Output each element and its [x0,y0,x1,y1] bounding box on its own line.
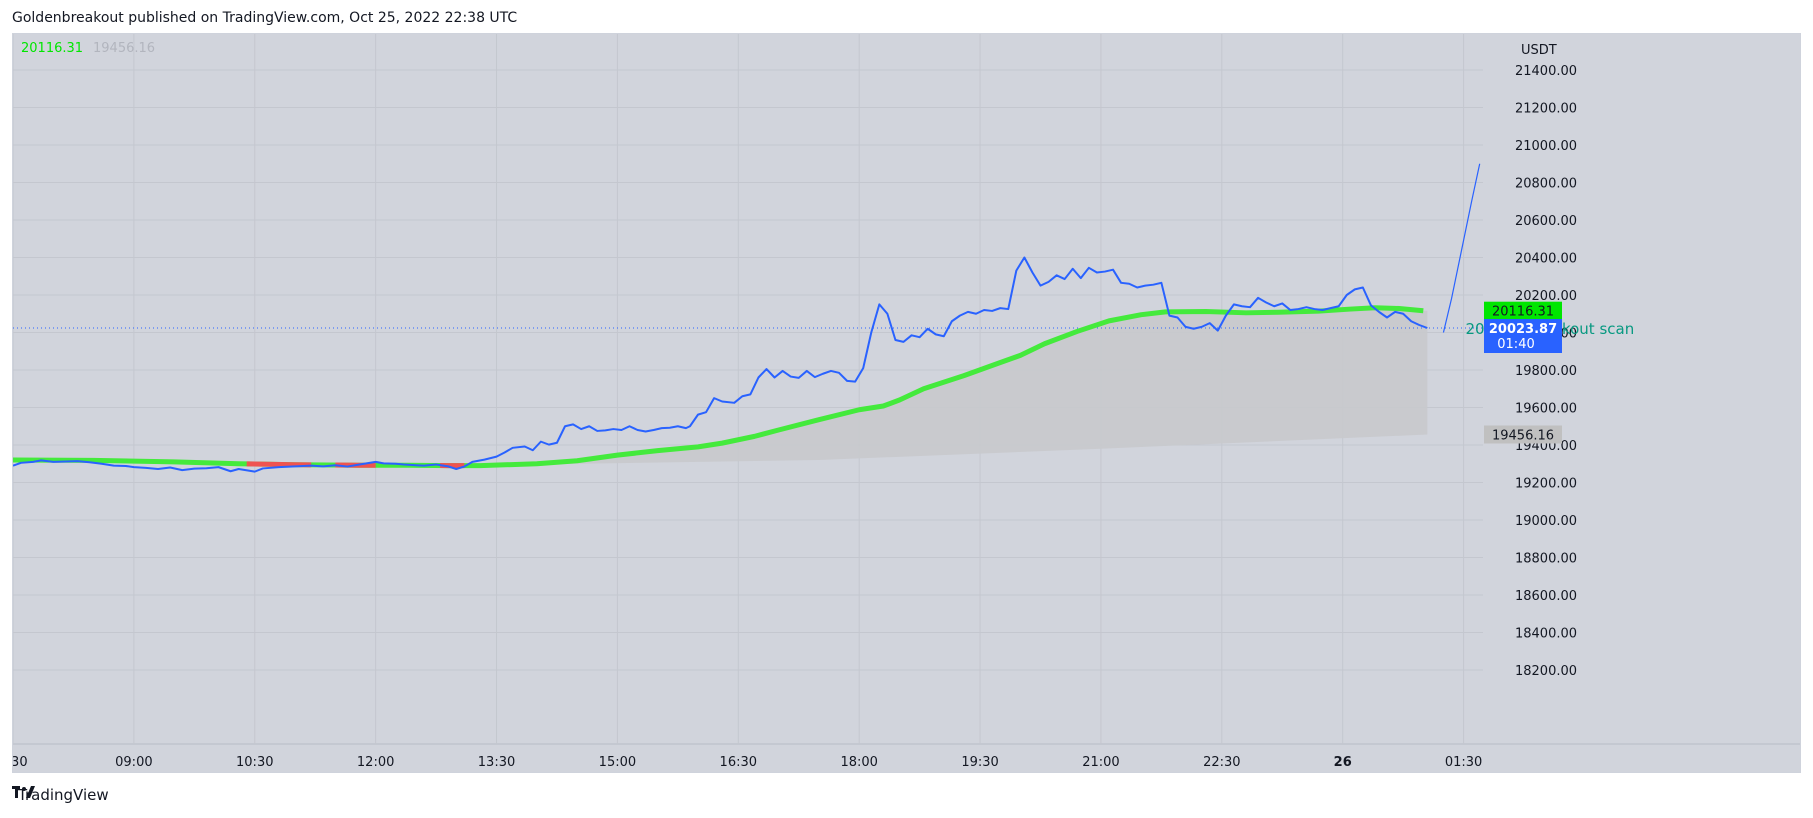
projection-line [1442,163,1481,333]
x-tick-label: 18:00 [840,755,877,770]
x-tick-label: 16:30 [720,755,757,770]
x-tick-label: 09:00 [115,755,152,770]
base-price-label: 19456.16 [1492,428,1554,443]
x-tick-label: 21:00 [1082,755,1119,770]
y-tick-label: 19600.00 [1515,402,1577,417]
ma-price-label-bg [1484,301,1562,320]
y-tick-label: 21200.00 [1515,102,1577,117]
y-tick-label: 18200.00 [1515,664,1577,679]
x-tick-label: 13:30 [478,755,515,770]
bar-countdown-label: 01:40 [1497,337,1534,352]
price-line [13,256,1428,473]
legend-value-ma: 20116.31 [21,41,83,56]
y-tick-label: 18800.00 [1515,552,1577,567]
x-tick-label: 26 [1334,755,1352,770]
x-tick-label: 22:30 [1203,755,1240,770]
y-tick-label: 20200.00 [1515,289,1577,304]
x-tick-label: 12:00 [357,755,394,770]
x-tick-label: 7:30 [13,755,28,770]
y-tick-label: 20800.00 [1515,177,1577,192]
footer-brand[interactable]: TradingView [12,786,109,804]
y-tick-label: 21000.00 [1515,139,1577,154]
y-tick-label: 19800.00 [1515,364,1577,379]
footer-brand-label: TradingView [18,786,109,804]
ma-price-label: 20116.31 [1492,305,1554,320]
publication-header: Goldenbreakout published on TradingView.… [12,10,518,26]
chart-panel[interactable]: 21400.00 21200.00 21000.00 20800.00 20600.00… [12,33,1801,773]
last-price-label-bg [1484,319,1562,353]
y-tick-label: 18400.00 [1515,627,1577,642]
moving-average-down-segment [246,461,312,468]
price-axis-background [1483,34,1800,772]
base-price-label-bg [1484,425,1562,444]
y-tick-label: 19000.00 [1515,514,1577,529]
x-tick-label: 10:30 [236,755,273,770]
price-chart[interactable]: 21400.00 21200.00 21000.00 20800.00 20600.00… [13,34,1800,772]
y-tick-label: 20400.00 [1515,252,1577,267]
legend-value-base: 19456.16 [93,41,155,56]
x-tick-label: 15:00 [599,755,636,770]
x-tick-label: 19:30 [961,755,998,770]
x-tick-label: 01:30 [1445,755,1482,770]
y-tick-label: 20600.00 [1515,214,1577,229]
y-tick-label: 19200.00 [1515,477,1577,492]
currency-label: USDT [1521,43,1557,58]
y-tick-label: 21400.00 [1515,64,1577,79]
y-tick-label: 18600.00 [1515,589,1577,604]
breakout-fill-area [456,307,1428,466]
last-price-label: 20023.87 [1489,322,1557,337]
